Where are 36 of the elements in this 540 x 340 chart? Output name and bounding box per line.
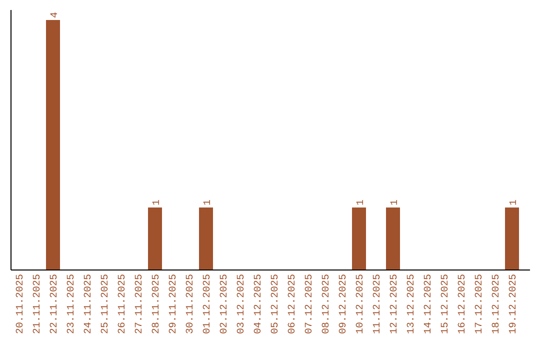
data-label: 1 — [356, 199, 367, 206]
x-tick-label: 22.11.2025 — [50, 274, 60, 334]
x-tick-label: 24.11.2025 — [84, 274, 94, 334]
x-tick-label: 03.12.2025 — [236, 274, 248, 334]
x-tick-label: 09.12.2025 — [338, 274, 350, 334]
data-label: 4 — [50, 12, 61, 18]
x-tick-label: 25.11.2025 — [100, 274, 112, 334]
x-tick-label: 06.12.2025 — [288, 274, 298, 334]
x-tick-label: 17.12.2025 — [474, 274, 486, 334]
data-label: 1 — [509, 199, 520, 206]
x-tick-label: 01.12.2025 — [202, 274, 214, 334]
x-tick-label: 07.12.2025 — [304, 274, 316, 334]
x-tick-label: 12.12.2025 — [390, 274, 400, 334]
x-tick-label: 27.11.2025 — [134, 274, 146, 334]
x-tick-label: 15.12.2025 — [440, 274, 452, 334]
data-label: 1 — [203, 199, 214, 206]
x-tick-label: 30.11.2025 — [186, 274, 196, 334]
x-tick-label: 19.12.2025 — [508, 274, 520, 334]
x-tick-label: 04.12.2025 — [254, 274, 264, 334]
x-tick-label: 08.12.2025 — [322, 274, 332, 334]
x-tick-label: 18.12.2025 — [492, 274, 502, 334]
x-tick-label: 29.11.2025 — [168, 274, 180, 334]
x-tick-label: 23.11.2025 — [66, 274, 78, 334]
x-tick-label: 14.12.2025 — [424, 274, 434, 334]
x-tick-label: 26.11.2025 — [118, 274, 128, 334]
x-tick-label: 16.12.2025 — [458, 274, 468, 334]
x-tick-label: 10.12.2025 — [356, 274, 366, 334]
data-label: 1 — [390, 199, 401, 206]
x-tick-label: 05.12.2025 — [270, 274, 282, 334]
x-tick-label: 21.11.2025 — [32, 274, 44, 334]
x-tick-label: 02.12.2025 — [220, 274, 230, 334]
x-tick-label: 11.12.2025 — [372, 274, 384, 334]
x-tick-label: 28.11.2025 — [152, 274, 162, 334]
x-tick-label: 20.11.2025 — [16, 274, 26, 334]
x-tick-label: 13.12.2025 — [406, 274, 418, 334]
data-label: 1 — [152, 199, 163, 206]
